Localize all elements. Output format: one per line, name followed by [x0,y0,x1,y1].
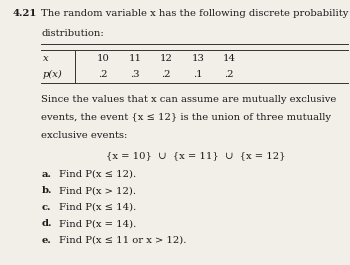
Text: Find P(x ≤ 14).: Find P(x ≤ 14). [59,203,136,212]
Text: The random variable x has the following discrete probability: The random variable x has the following … [41,9,349,18]
Text: Find P(x > 12).: Find P(x > 12). [59,186,136,195]
Text: 13: 13 [191,54,204,63]
Text: events, the event {x ≤ 12} is the union of three mutually: events, the event {x ≤ 12} is the union … [41,113,331,122]
Text: x: x [43,54,49,63]
Text: Since the values that x can assume are mutually exclusive: Since the values that x can assume are m… [41,95,337,104]
Text: .2: .2 [224,70,234,79]
Text: b.: b. [41,186,52,195]
Text: 11: 11 [128,54,141,63]
Text: distribution:: distribution: [41,29,104,38]
Text: 10: 10 [97,54,110,63]
Text: Find P(x = 14).: Find P(x = 14). [59,219,136,228]
Text: .1: .1 [193,70,203,79]
Text: 12: 12 [160,54,173,63]
Text: e.: e. [41,236,51,245]
Text: .3: .3 [130,70,140,79]
Text: Find P(x ≤ 11 or x > 12).: Find P(x ≤ 11 or x > 12). [59,236,186,245]
Text: 4.21: 4.21 [12,9,37,18]
Text: exclusive events:: exclusive events: [41,131,128,140]
Text: c.: c. [41,203,51,212]
Text: a.: a. [41,170,51,179]
Text: p(x): p(x) [43,70,63,79]
Text: .2: .2 [98,70,108,79]
Text: d.: d. [41,219,52,228]
Text: Find P(x ≤ 12).: Find P(x ≤ 12). [59,170,136,179]
Text: .2: .2 [161,70,171,79]
Text: {x = 10}  ∪  {x = 11}  ∪  {x = 12}: {x = 10} ∪ {x = 11} ∪ {x = 12} [106,151,286,160]
Text: 14: 14 [223,54,236,63]
